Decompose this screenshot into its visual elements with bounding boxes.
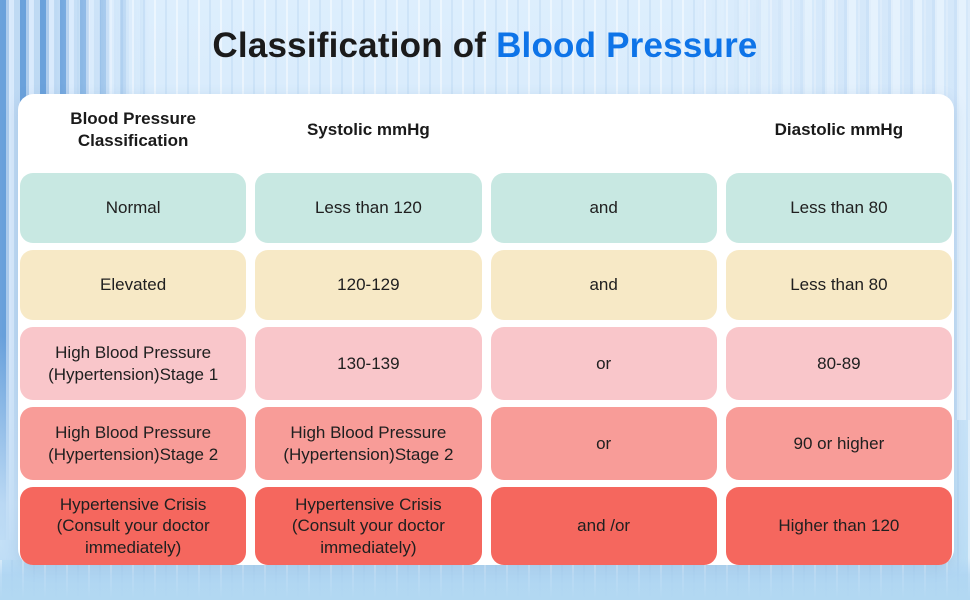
row4-diastolic-cell: 90 or higher bbox=[725, 407, 952, 480]
header-connector bbox=[491, 94, 717, 166]
table-card: Blood Pressure Classification Systolic m… bbox=[18, 94, 954, 565]
title-highlight: Blood Pressure bbox=[496, 26, 758, 65]
row5-classification-cell: Hypertensive Crisis (Consult your doctor… bbox=[20, 487, 247, 565]
row1-classification-cell: Normal bbox=[20, 173, 247, 243]
row4-systolic-cell: High Blood Pressure (Hypertension)Stage … bbox=[255, 407, 482, 480]
header-systolic: Systolic mmHg bbox=[306, 119, 430, 139]
row3-diastolic-cell: 80-89 bbox=[725, 327, 952, 400]
row2-diastolic-cell: Less than 80 bbox=[725, 250, 952, 320]
row5-systolic-cell: Hypertensive Crisis (Consult your doctor… bbox=[255, 487, 482, 565]
header-classification: Blood Pressure Classification bbox=[70, 108, 196, 150]
row3-classification-cell: High Blood Pressure (Hypertension)Stage … bbox=[20, 327, 247, 400]
row5-connector-cell: and /or bbox=[490, 487, 717, 565]
row4-classification-cell: High Blood Pressure (Hypertension)Stage … bbox=[20, 407, 247, 480]
header-diastolic: Diastolic mmHg bbox=[774, 119, 904, 139]
row5-diastolic-cell: Higher than 120 bbox=[725, 487, 952, 565]
row2-systolic-cell: 120-129 bbox=[255, 250, 482, 320]
floor-band bbox=[0, 558, 970, 600]
row3-connector-cell: or bbox=[490, 327, 717, 400]
row1-connector-cell: and bbox=[490, 173, 717, 243]
row1-diastolic-cell: Less than 80 bbox=[725, 173, 952, 243]
blood-pressure-table: Blood Pressure Classification Systolic m… bbox=[20, 94, 952, 565]
row1-systolic-cell: Less than 120 bbox=[255, 173, 482, 243]
page-title: Classification of Blood Pressure bbox=[0, 26, 970, 66]
row2-classification-cell: Elevated bbox=[20, 250, 247, 320]
title-prefix: Classification of bbox=[212, 26, 497, 65]
row4-connector-cell: or bbox=[490, 407, 717, 480]
row2-connector-cell: and bbox=[490, 250, 717, 320]
row3-systolic-cell: 130-139 bbox=[255, 327, 482, 400]
